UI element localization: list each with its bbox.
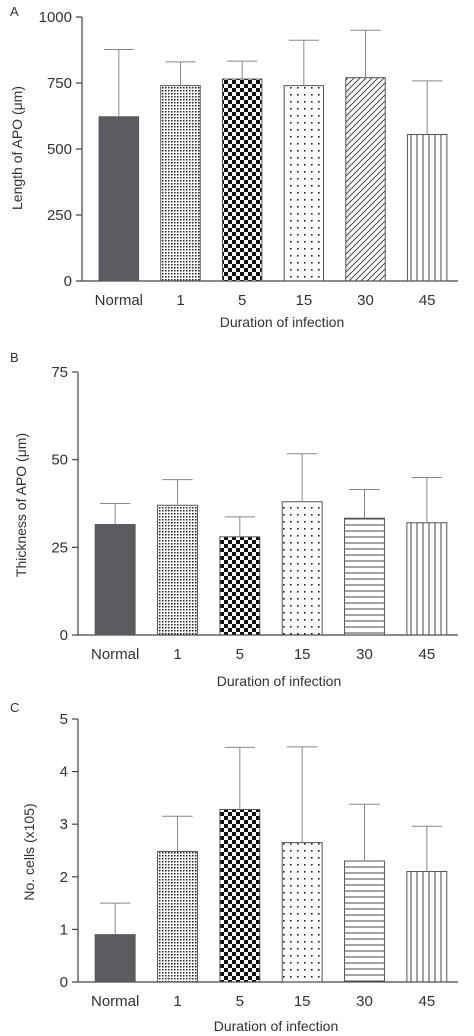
panel-b-letter: B [10,350,19,365]
panel-c-y-axis-label: No. cells (x105) [21,803,37,900]
panel-c-y-tick-label: 3 [60,816,68,833]
panel-c-x-tick-label: 45 [418,993,435,1010]
panel-a-bar-45 [406,133,448,282]
panel-b-x-tick-label: 45 [418,646,435,663]
panel-b-y-tick-label: 0 [60,627,68,644]
panel-c-y-tick-label: 5 [60,711,68,728]
panel-a-bar-normal [98,116,140,282]
panel-c-x-tick-label: 15 [294,993,311,1010]
panel-c-bar-30 [344,860,385,983]
panel-a-x-tick-label: 15 [295,292,312,309]
panel-a: A Length of APO (μm) Duration of infecti… [9,4,458,330]
panel-c-x-tick-label: Normal [91,993,139,1010]
panel-c-bar-15 [281,842,323,983]
panel-a-y-tick-label: 750 [47,75,72,92]
panel-a-y-axis-label-group: Length of APO (μm) [9,86,25,210]
panel-c-bar-normal [94,934,136,983]
panel-c-y-tick-label: 1 [60,921,68,938]
panel-a-y-tick-label: 250 [47,207,72,224]
panel-b-y-tick-label: 25 [51,539,68,556]
panel-b-bar-1 [157,504,198,636]
panel-b-x-tick-label: 1 [173,646,181,663]
panel-c-x-tick-label: 30 [356,993,373,1010]
panel-b: B Thickness of APO (μm) Duration of infe… [10,350,458,689]
panel-b-x-axis-label: Duration of infection [217,673,342,689]
panel-c-x-axis-label: Duration of infection [214,1018,339,1034]
panel-b-bar-30 [344,517,385,636]
panel-a-y-tick-label: 1000 [39,9,72,26]
panel-c-bar-5 [219,808,261,983]
panel-c-y-tick-label: 2 [60,869,68,886]
panel-a-x-tick-label: 5 [238,292,246,309]
panel-b-x-tick-label: Normal [91,646,139,663]
panel-a-bar-1 [160,85,201,282]
panel-c-letter: C [10,700,19,715]
panel-a-y-axis-label: Length of APO (μm) [9,86,25,210]
panel-a-y-tick-label: 0 [64,273,72,290]
panel-c-x-tick-label: 1 [173,993,181,1010]
panel-c-bar-45 [406,871,448,983]
panel-b-y-tick-label: 75 [51,364,68,381]
panel-a-x-axis-label: Duration of infection [220,314,345,330]
panel-c-y-axis-label-group: No. cells (x105) [21,803,37,900]
panel-b-y-axis-label: Thickness of APO (μm) [13,433,29,577]
panel-a-letter: A [10,4,19,19]
panel-a-bar-5 [221,78,263,282]
panel-a-x-tick-label: 30 [357,292,374,309]
panel-b-y-tick-label: 50 [51,452,68,469]
panel-a-bar-30 [345,77,386,282]
panel-b-x-tick-label: 5 [236,646,244,663]
panel-c: C No. cells (x105) Duration of infection… [10,700,458,1034]
panel-c-x-tick-label: 5 [236,993,244,1010]
panel-b-bar-5 [219,536,261,636]
panel-a-x-tick-label: 45 [419,292,436,309]
panel-b-bar-15 [281,501,323,636]
panel-b-bar-normal [94,524,136,636]
panel-c-bar-1 [157,851,198,983]
panel-a-y-tick-label: 500 [47,141,72,158]
panel-b-bar-45 [406,522,448,636]
panel-c-y-tick-label: 4 [60,764,68,781]
panel-b-x-tick-label: 15 [294,646,311,663]
panel-a-x-tick-label: Normal [95,292,143,309]
panel-b-y-axis-label-group: Thickness of APO (μm) [13,433,29,577]
panel-c-y-tick-label: 0 [60,974,68,991]
panel-b-x-tick-label: 30 [356,646,373,663]
panel-a-bar-15 [283,85,325,282]
panel-a-x-tick-label: 1 [176,292,184,309]
